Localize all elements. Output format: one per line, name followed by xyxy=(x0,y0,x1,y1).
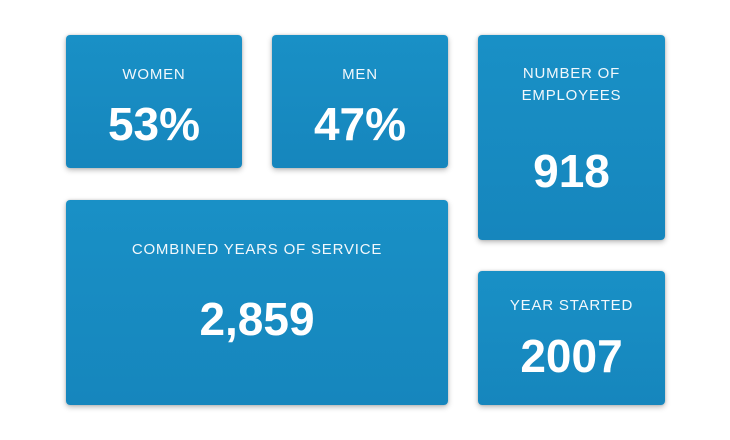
stat-label-year-started: YEAR STARTED xyxy=(509,297,634,314)
stat-value-year-started: 2007 xyxy=(520,330,623,382)
stat-value-women: 53% xyxy=(107,98,201,150)
stat-label-men: MEN xyxy=(342,66,378,83)
stat-card-year-started: YEAR STARTED 2007 xyxy=(478,271,665,405)
stat-value-men: 47% xyxy=(313,98,407,150)
stat-card-women: WOMEN 53% xyxy=(66,35,242,168)
stat-card-employees: NUMBER OF EMPLOYEES 918 xyxy=(478,35,665,240)
stat-value-employees: 918 xyxy=(533,145,610,197)
stat-value-service: 2,859 xyxy=(199,293,315,345)
stat-label-employees: NUMBER OF EMPLOYEES xyxy=(521,65,622,104)
stat-card-service: COMBINED YEARS OF SERVICE 2,859 xyxy=(66,200,448,405)
stat-label-women: WOMEN xyxy=(122,66,186,83)
stat-card-men: MEN 47% xyxy=(272,35,448,168)
stat-label-service: COMBINED YEARS OF SERVICE xyxy=(131,241,383,258)
